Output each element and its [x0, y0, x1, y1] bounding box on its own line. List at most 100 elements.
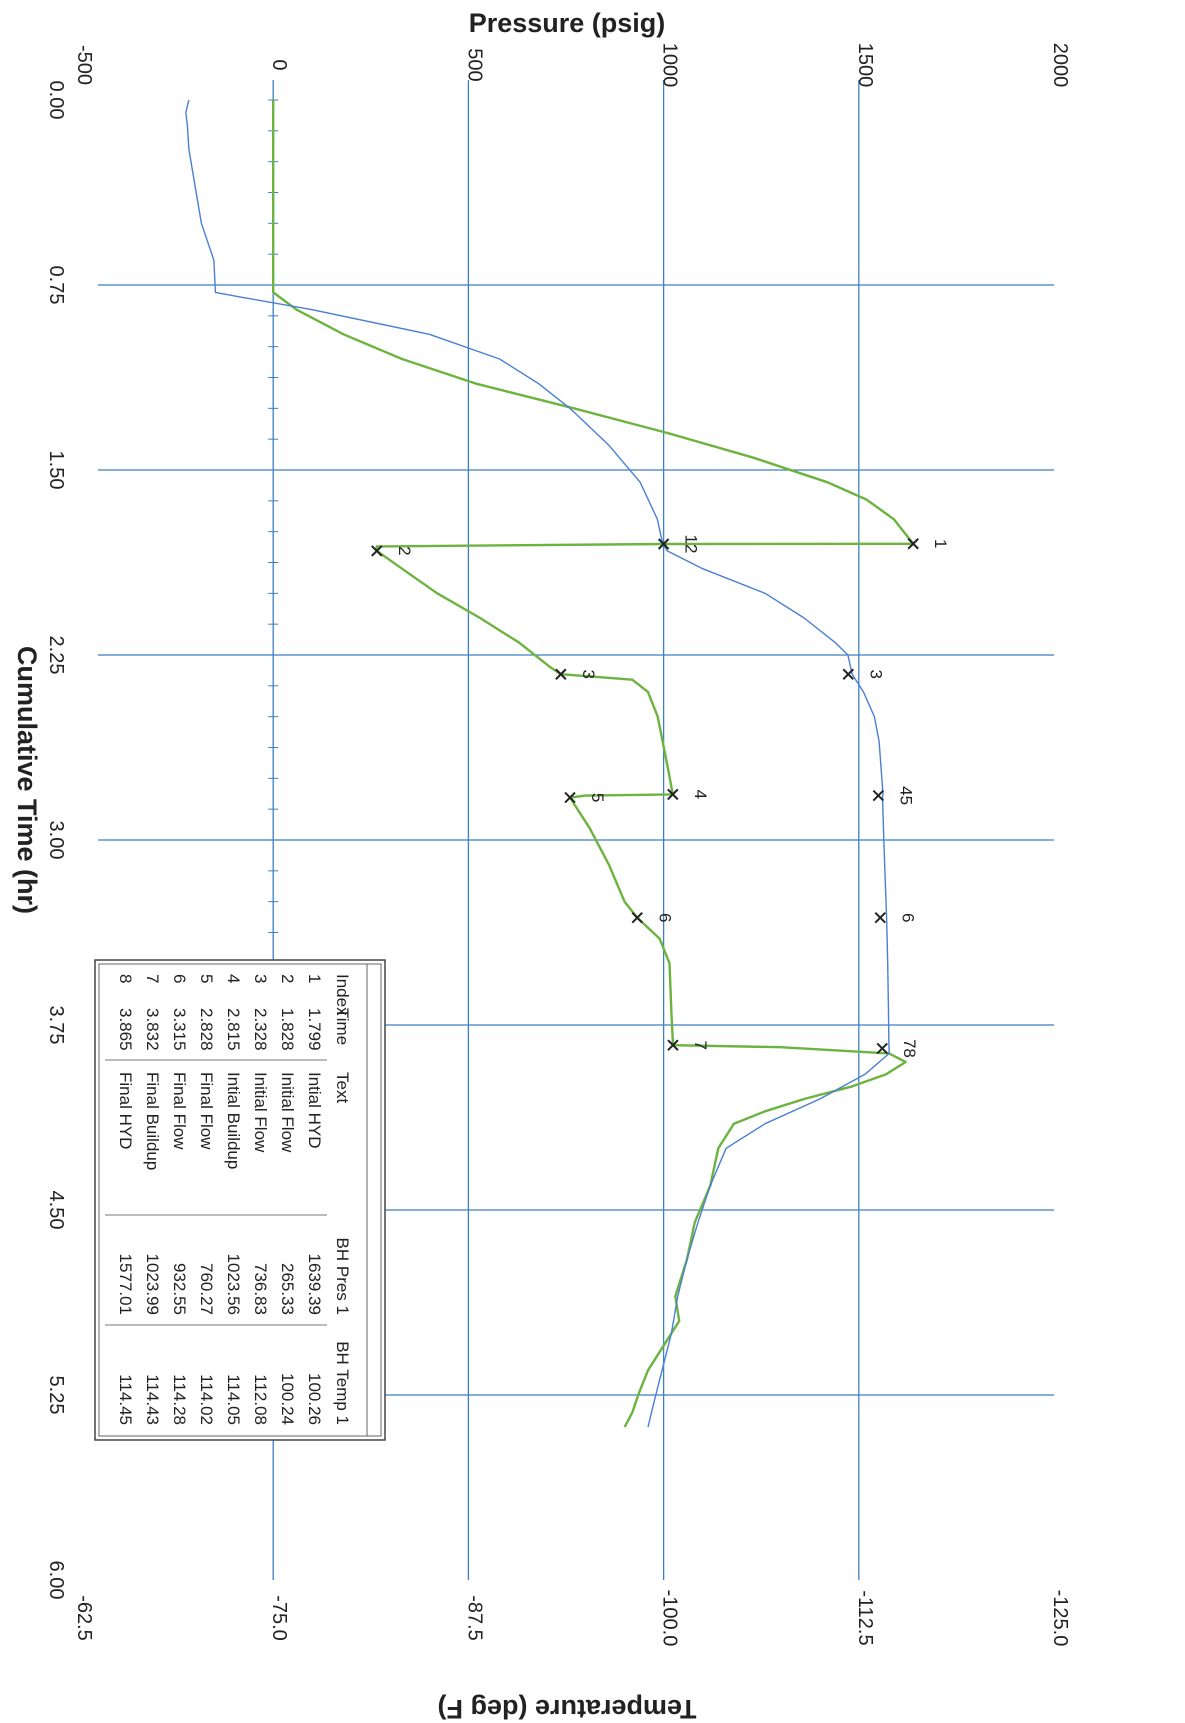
table-cell: 1.828 — [278, 1008, 297, 1051]
pressure-tick-label: 0 — [268, 59, 290, 70]
table-cell: 114.43 — [143, 1374, 162, 1425]
table-cell: 932.55 — [170, 1263, 189, 1315]
table-cell: 3.865 — [116, 1008, 135, 1051]
temperature-tick-label: -87.5 — [463, 1595, 485, 1641]
temperature-tick-label: -62.5 — [73, 1595, 95, 1641]
marker-x — [667, 1039, 679, 1051]
pressure-tick-label: -500 — [73, 45, 95, 85]
time-tick-label: 3.00 — [45, 821, 67, 860]
table-cell: 100.24 — [278, 1373, 297, 1425]
table-cell: 3.315 — [170, 1008, 189, 1051]
pressure-tick-label: 500 — [463, 48, 485, 81]
marker-label: 6 — [898, 913, 917, 922]
table-header: Time — [333, 1008, 352, 1045]
table-cell: 7 — [143, 974, 162, 983]
table-cell: Final Buildup — [143, 1072, 162, 1170]
time-tick-label: 3.75 — [45, 1006, 67, 1045]
marker-label: 78 — [900, 1039, 919, 1058]
table-cell: 112.08 — [251, 1374, 270, 1425]
table-cell: 760.27 — [197, 1263, 216, 1315]
table-cell: 4 — [224, 974, 243, 983]
table-cell: 100.26 — [305, 1373, 324, 1425]
marker-label: 6 — [655, 913, 674, 922]
marker-x — [631, 911, 643, 924]
marker-x — [667, 788, 679, 801]
table-cell: 114.02 — [197, 1374, 216, 1425]
marker-x — [872, 789, 885, 802]
marker-label: 1 — [931, 539, 950, 548]
table-cell: Final Flow — [197, 1072, 216, 1150]
marker-x — [564, 791, 576, 804]
time-axis-title: Cumulative Time (hr) — [12, 646, 42, 914]
table-cell: 736.83 — [251, 1263, 270, 1315]
pressure-tick-label: 2000 — [1049, 43, 1071, 88]
table-cell: Intial HYD — [305, 1072, 324, 1149]
marker-label: 4 — [691, 790, 710, 799]
table-cell: 2.815 — [224, 1008, 243, 1051]
temperature-axis-title: Temperature (deg F) — [437, 1694, 696, 1723]
table-cell: 1.799 — [305, 1008, 324, 1051]
marker-label: 45 — [896, 786, 915, 805]
table-cell: 6 — [170, 974, 189, 983]
table-cell: Initial Flow — [251, 1072, 270, 1153]
time-tick-label: 2.25 — [45, 636, 67, 675]
table-cell: 2 — [278, 974, 297, 983]
time-tick-label: 5.25 — [45, 1376, 67, 1415]
table-cell: Final Flow — [170, 1072, 189, 1150]
marker-label: 2 — [395, 546, 414, 555]
marker-label: 5 — [588, 793, 607, 802]
marker-label: 3 — [866, 670, 885, 679]
time-tick-label: 4.50 — [45, 1191, 67, 1230]
marker-x — [371, 545, 383, 557]
series — [185, 99, 915, 1428]
marker-x — [907, 538, 919, 550]
marker-label: 12 — [682, 535, 701, 554]
axis-ticks: 0.00 0.75 1.50 2.25 3.00 3.75 4.50 5.25 6.00 -500… — [45, 43, 1071, 1647]
table-cell: 1 — [305, 974, 324, 983]
table-cell: 2.328 — [251, 1008, 270, 1051]
marker-x — [555, 668, 567, 680]
table-frame — [94, 959, 386, 1441]
table-cell: 8 — [116, 974, 135, 983]
table-cell: 5 — [197, 974, 216, 983]
marker-label: 7 — [691, 1040, 710, 1049]
table-header: Text — [333, 1072, 352, 1103]
table-cell: 114.45 — [116, 1374, 135, 1425]
table-cell: 3.832 — [143, 1008, 162, 1051]
temperature-series-line — [185, 99, 890, 1428]
table-cell: 1023.99 — [143, 1254, 162, 1315]
table-cell: 114.28 — [170, 1374, 189, 1425]
marker-x — [874, 911, 886, 924]
table-cell: 2.828 — [197, 1008, 216, 1051]
time-tick-label: 6.00 — [45, 1561, 67, 1600]
temperature-tick-label: -112.5 — [854, 1590, 876, 1645]
time-tick-label: 0.00 — [45, 81, 67, 120]
marker-x — [876, 1042, 888, 1055]
table-cell: 265.33 — [278, 1263, 297, 1315]
table-cell: Final HYD — [116, 1072, 135, 1149]
table-cell: 114.05 — [224, 1374, 243, 1425]
marker-x — [657, 538, 670, 550]
table-header: BH Pres 1 — [333, 1238, 352, 1315]
table-cell: 1639.39 — [305, 1254, 324, 1315]
pressure-series-line — [272, 100, 915, 1428]
table-cell: 1023.56 — [224, 1254, 243, 1315]
table-header: BH Temp 1 — [333, 1341, 352, 1425]
pressure-tick-label: 1500 — [854, 43, 876, 88]
table-cell: Initial Flow — [278, 1072, 297, 1153]
pressure-axis-title: Pressure (psig) — [469, 8, 666, 38]
marker-x — [842, 668, 854, 680]
table-frame-inner — [98, 963, 382, 1437]
temperature-tick-label: -75.0 — [268, 1595, 290, 1641]
table-cell: 3 — [251, 974, 270, 983]
marker-label: 3 — [579, 670, 598, 679]
time-tick-label: 0.75 — [45, 266, 67, 305]
table-cell: 1577.01 — [116, 1254, 135, 1315]
time-tick-label: 1.50 — [45, 451, 67, 490]
table-cell: Intial Buildup — [224, 1072, 243, 1169]
temperature-tick-label: -125.0 — [1049, 1590, 1071, 1647]
